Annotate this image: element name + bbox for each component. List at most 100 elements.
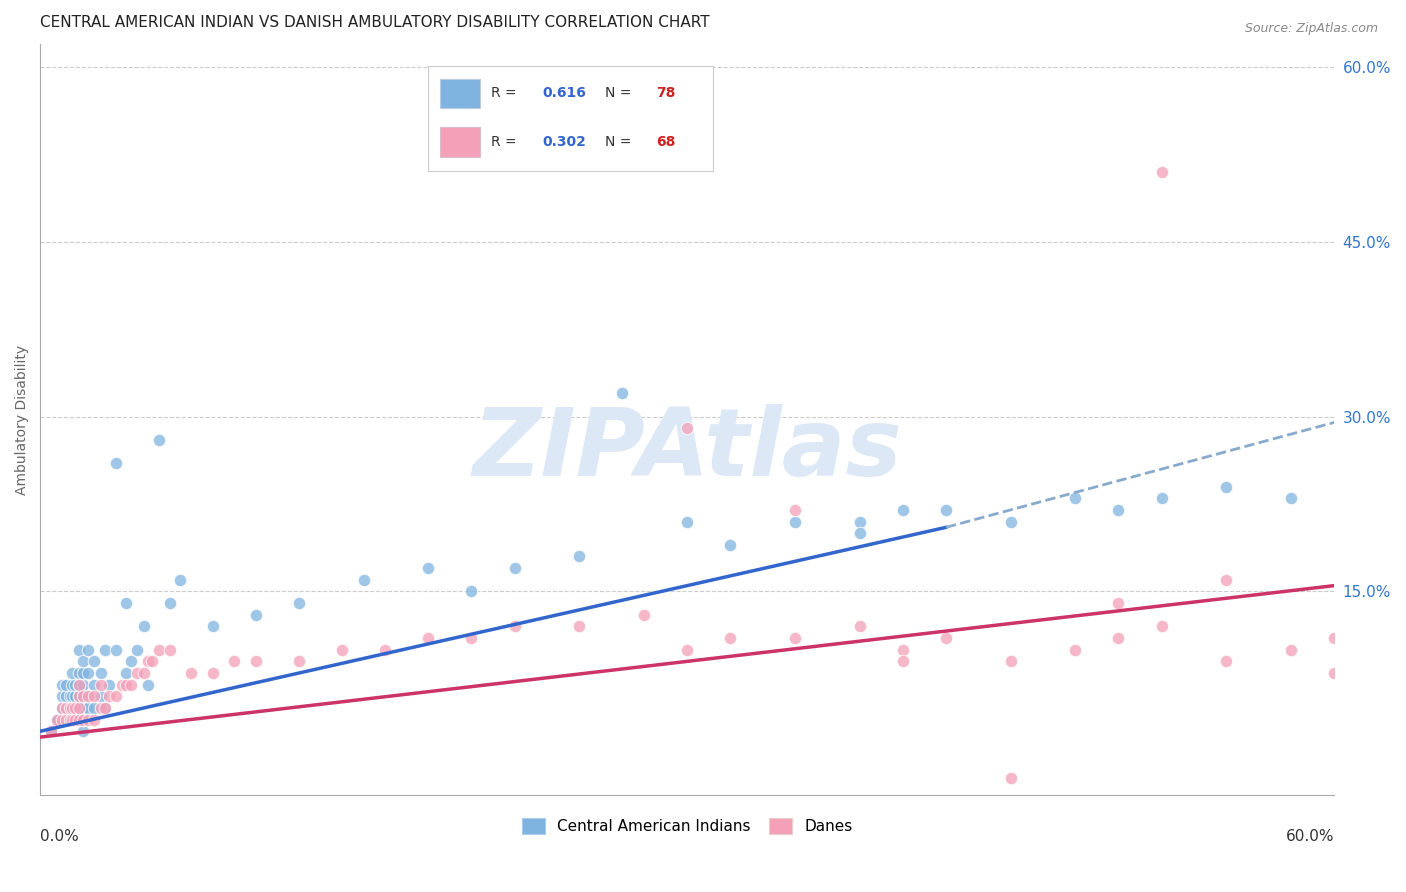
Point: [136, 678, 159, 692]
Point: [891, 503, 914, 517]
Point: [72, 713, 94, 727]
Point: [353, 573, 375, 587]
Point: [136, 654, 159, 668]
Point: [94, 701, 117, 715]
Point: [83, 678, 105, 692]
Point: [1323, 631, 1346, 645]
Point: [51, 690, 73, 704]
Point: [245, 654, 267, 668]
Point: [159, 596, 181, 610]
Point: [67, 701, 90, 715]
Point: [51, 701, 73, 715]
Text: Source: ZipAtlas.com: Source: ZipAtlas.com: [1244, 22, 1378, 36]
Point: [63, 678, 86, 692]
Point: [127, 642, 149, 657]
Point: [62, 690, 84, 704]
Point: [76, 690, 98, 704]
Point: [67, 701, 90, 715]
Point: [1150, 165, 1173, 179]
Point: [201, 666, 224, 681]
Point: [676, 515, 699, 529]
Point: [1279, 491, 1302, 506]
Point: [55, 713, 77, 727]
Point: [62, 713, 84, 727]
Point: [418, 631, 440, 645]
Point: [132, 619, 155, 633]
Point: [39, 724, 62, 739]
Point: [132, 666, 155, 681]
Point: [127, 666, 149, 681]
Point: [72, 678, 94, 692]
Point: [83, 701, 105, 715]
Point: [159, 642, 181, 657]
Point: [59, 701, 82, 715]
Point: [67, 713, 90, 727]
Point: [67, 713, 90, 727]
Point: [148, 433, 170, 447]
Point: [169, 573, 191, 587]
Point: [568, 619, 591, 633]
Point: [104, 642, 127, 657]
Point: [76, 713, 98, 727]
Point: [115, 596, 138, 610]
Point: [76, 701, 98, 715]
Point: [94, 642, 117, 657]
Point: [94, 701, 117, 715]
Point: [148, 642, 170, 657]
Point: [935, 631, 957, 645]
Point: [718, 538, 741, 552]
Point: [72, 654, 94, 668]
Point: [89, 678, 111, 692]
Point: [848, 619, 870, 633]
Point: [59, 713, 82, 727]
Point: [72, 690, 94, 704]
Point: [460, 631, 482, 645]
Point: [59, 690, 82, 704]
Point: [59, 701, 82, 715]
Point: [1064, 642, 1087, 657]
Point: [1000, 654, 1022, 668]
Point: [718, 631, 741, 645]
Point: [67, 690, 90, 704]
Point: [141, 654, 163, 668]
Point: [120, 678, 142, 692]
Point: [59, 713, 82, 727]
Point: [1064, 491, 1087, 506]
Point: [72, 724, 94, 739]
Point: [460, 584, 482, 599]
Point: [83, 654, 105, 668]
Point: [568, 549, 591, 564]
Point: [104, 690, 127, 704]
Point: [1323, 666, 1346, 681]
Point: [1279, 642, 1302, 657]
Point: [783, 631, 806, 645]
Point: [848, 526, 870, 541]
Point: [67, 642, 90, 657]
Point: [1215, 654, 1237, 668]
Point: [330, 642, 353, 657]
Point: [63, 713, 86, 727]
Point: [46, 713, 69, 727]
Point: [89, 666, 111, 681]
Point: [374, 642, 396, 657]
Point: [1215, 573, 1237, 587]
Point: [76, 690, 98, 704]
Point: [55, 713, 77, 727]
Point: [783, 515, 806, 529]
Point: [67, 690, 90, 704]
Point: [72, 713, 94, 727]
Point: [676, 642, 699, 657]
Point: [1215, 479, 1237, 493]
Point: [51, 701, 73, 715]
Point: [935, 503, 957, 517]
Point: [62, 701, 84, 715]
Point: [62, 678, 84, 692]
Point: [72, 690, 94, 704]
Point: [55, 690, 77, 704]
Point: [180, 666, 202, 681]
Point: [51, 713, 73, 727]
Point: [63, 713, 86, 727]
Point: [503, 561, 526, 575]
Point: [98, 690, 121, 704]
Point: [98, 678, 121, 692]
